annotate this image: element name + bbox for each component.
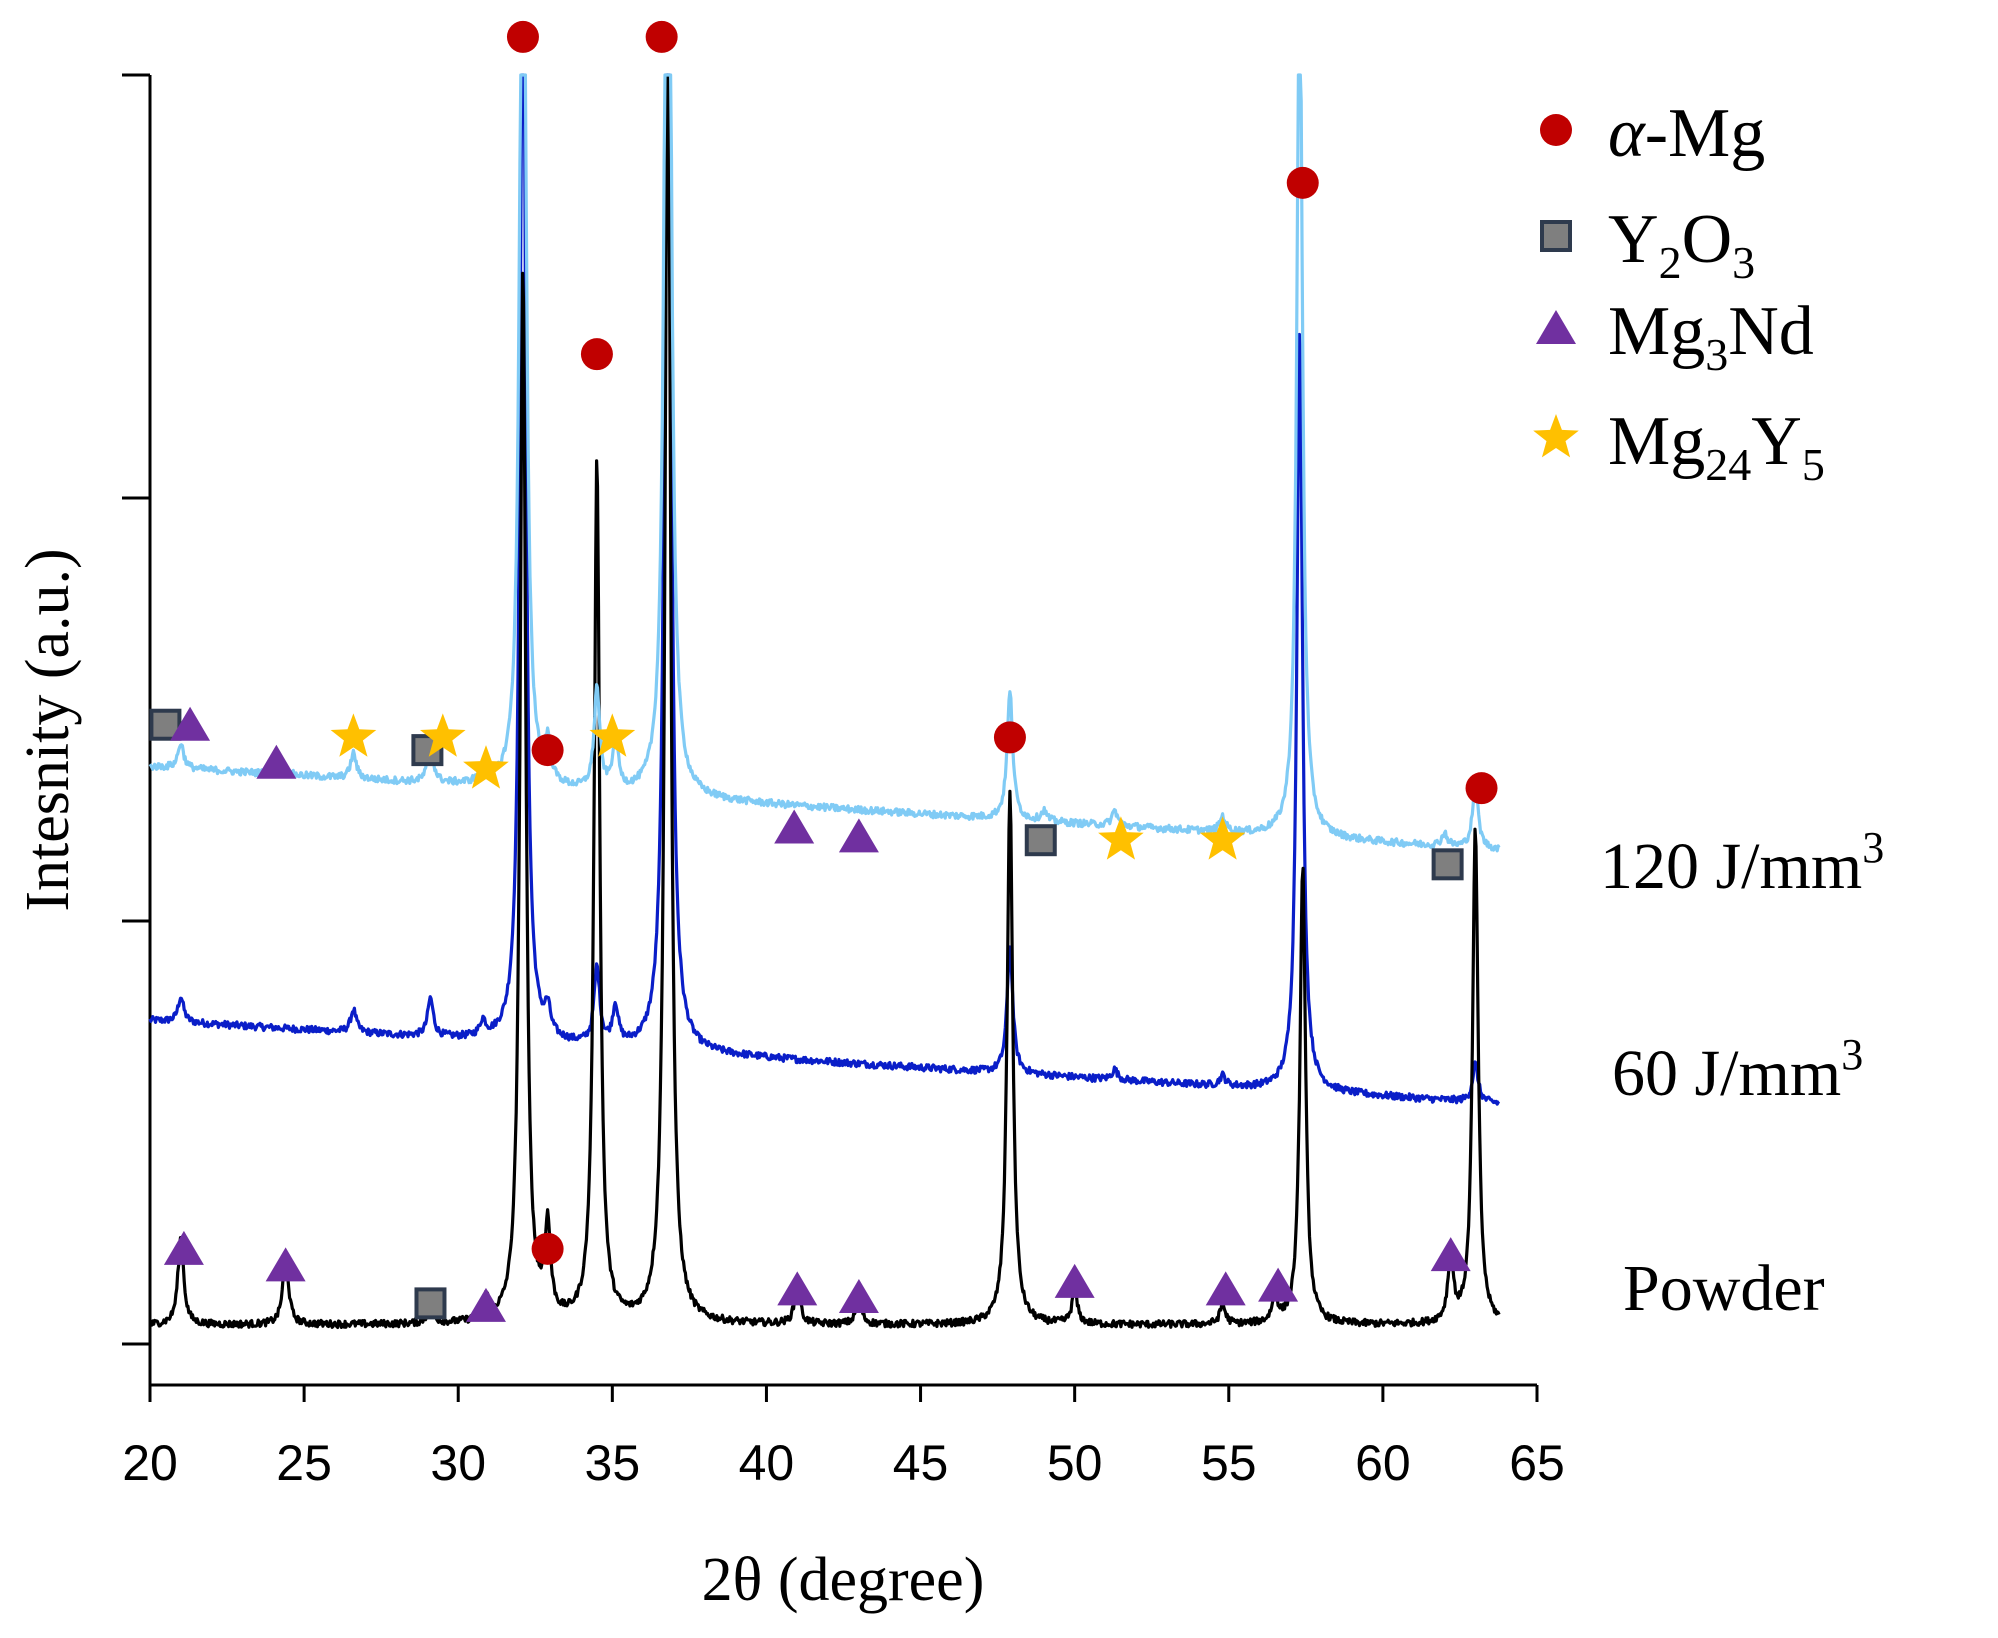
series-lines [148, 73, 1501, 1329]
mg24y5-marker [463, 745, 509, 789]
y2o3-marker [414, 1287, 447, 1320]
mg24y5-marker [420, 713, 466, 757]
mg3nd-marker [163, 1230, 204, 1265]
alpha-mg-marker [1465, 772, 1498, 805]
y2o3-marker [1431, 848, 1464, 881]
mg24y5-marker [1098, 816, 1144, 860]
alpha-mg-marker [506, 20, 539, 53]
x-tick-label: 55 [1201, 1435, 1257, 1491]
mg3nd-marker [1054, 1263, 1095, 1298]
x-tick-label: 35 [585, 1435, 641, 1491]
mg3nd-marker [265, 1247, 306, 1282]
phase-markers [149, 20, 1498, 1322]
mg3nd-marker [838, 1279, 879, 1314]
series-line-60-j-mm3 [148, 73, 1501, 1106]
mg3nd-marker [777, 1271, 818, 1306]
mg3nd-marker [1258, 1267, 1299, 1302]
mg3nd-marker [256, 744, 297, 779]
x-tick-label: 45 [893, 1435, 949, 1491]
y2o3-marker [1024, 824, 1057, 857]
legend-circle-icon [1540, 114, 1572, 146]
x-tick-label: 30 [430, 1435, 486, 1491]
alpha-mg-marker [1286, 166, 1319, 199]
x-tick-label: 25 [276, 1435, 332, 1491]
alpha-mg-marker [531, 734, 564, 767]
x-tick-label: 65 [1509, 1435, 1565, 1491]
y-axis-label: Intesnity (a.u.) [14, 548, 82, 911]
mg3nd-marker [170, 706, 211, 741]
mg3nd-marker [1205, 1271, 1246, 1306]
series-labels: Powder 60 J/mm3 120 J/mm3 [1600, 823, 1884, 1325]
legend-entry: Y2O3 [1540, 201, 1755, 288]
x-tick-label: 60 [1355, 1435, 1411, 1491]
x-tick-label: 50 [1047, 1435, 1103, 1491]
legend-entry: Mg3Nd [1536, 293, 1814, 380]
series-line-120-j-mm3 [148, 73, 1501, 853]
legend-entry: Mg24Y5 [1533, 403, 1825, 490]
alpha-mg-marker [531, 1232, 564, 1265]
x-ticks: 20 25 30 35 40 45 50 55 60 65 [122, 1385, 1565, 1491]
legend-entry: α-Mg [1540, 95, 1765, 172]
series-label: 120 J/mm3 [1600, 823, 1884, 903]
x-tick-label: 20 [122, 1435, 178, 1491]
mg24y5-marker [1199, 816, 1246, 860]
x-tick-label: 40 [739, 1435, 795, 1491]
series-label: Powder [1623, 1252, 1825, 1325]
x-axis-label: 2θ (degree) [702, 1546, 985, 1614]
mg3nd-marker [838, 818, 879, 853]
mg3nd-marker [1430, 1237, 1471, 1272]
legend-label: Y2O3 [1608, 201, 1755, 288]
mg3nd-marker [465, 1287, 506, 1322]
legend-label: Mg3Nd [1608, 293, 1814, 380]
series-label: 60 J/mm3 [1612, 1030, 1863, 1110]
legend-square-icon [1540, 220, 1572, 252]
mg3nd-marker [774, 809, 815, 844]
mg24y5-marker [589, 713, 636, 757]
alpha-mg-marker [645, 20, 678, 53]
legend-label: Mg24Y5 [1608, 403, 1825, 490]
alpha-mg-marker [580, 338, 613, 371]
alpha-mg-marker [993, 721, 1026, 754]
legend-label: α-Mg [1608, 95, 1765, 172]
legend-star-icon [1533, 414, 1579, 458]
mg24y5-marker [330, 713, 377, 757]
legend-triangle-icon [1536, 310, 1576, 344]
